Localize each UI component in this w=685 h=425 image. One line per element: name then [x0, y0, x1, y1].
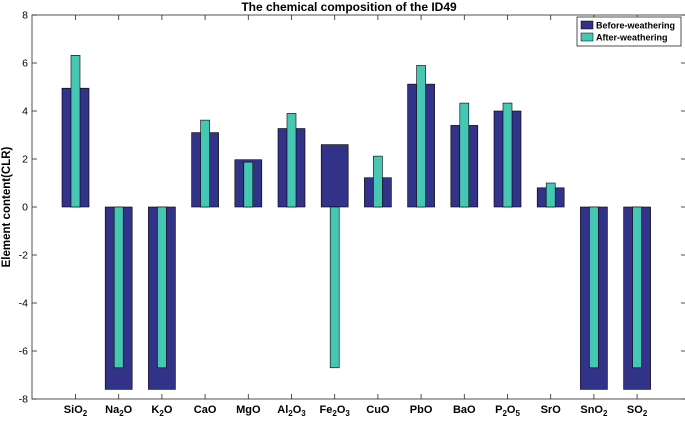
- x-tick-label: CaO: [194, 404, 217, 416]
- legend-label-before-weathering: Before-weathering: [596, 21, 675, 31]
- y-tick-label: -8: [19, 394, 28, 406]
- legend-swatch-after-weathering: [580, 32, 594, 42]
- legend-swatch-before-weathering: [580, 20, 594, 30]
- bar-after-weathering-12: [589, 206, 599, 369]
- bar-after-weathering-11: [545, 182, 556, 208]
- x-tick-label: Na2O: [105, 404, 133, 418]
- x-tick-label: P2O5: [495, 404, 520, 418]
- x-tick-label: SnO2: [580, 404, 608, 418]
- y-tick-label: -4: [19, 298, 28, 310]
- legend: Before-weathering After-weathering: [576, 16, 682, 47]
- bar-after-weathering-3: [200, 119, 210, 208]
- x-tick-label: SO2: [627, 404, 648, 418]
- x-tick-label: K2O: [151, 404, 172, 418]
- y-tick-label: 0: [22, 202, 28, 214]
- chart-title: The chemical composition of the ID49: [241, 0, 457, 14]
- bar-after-weathering-2: [157, 206, 167, 369]
- x-tick-label: BaO: [453, 404, 476, 416]
- axis-layer: -8 -6 -4 -2 0 2 4 6 8 SiO2 Na2O K2O CaO MgO Al2O3 Fe2O3…: [19, 10, 685, 418]
- x-tick-label: CuO: [366, 404, 390, 416]
- y-tick-label: 6: [22, 58, 28, 70]
- x-tick-label: Fe2O3: [320, 404, 351, 418]
- x-tick-label: SrO: [541, 404, 562, 416]
- bar-after-weathering-4: [243, 161, 254, 208]
- x-tick-label: PbO: [410, 404, 433, 416]
- bar-after-weathering-13: [632, 206, 642, 369]
- y-axis-label: Element content(CLR): [1, 146, 13, 267]
- bar-after-weathering-9: [459, 102, 470, 208]
- bar-after-weathering-0: [70, 55, 81, 208]
- x-tick-label: SiO2: [64, 404, 88, 418]
- x-tick-label: MgO: [236, 404, 261, 416]
- x-tick-label: Al2O3: [277, 404, 306, 418]
- bars-layer: [61, 55, 651, 390]
- bar-after-weathering-8: [416, 65, 426, 208]
- bar-after-weathering-5: [286, 113, 297, 208]
- y-tick-label: -6: [19, 346, 28, 358]
- bar-before-weathering-6: [320, 144, 349, 208]
- y-tick-label: 2: [22, 154, 28, 166]
- legend-box: [576, 16, 682, 47]
- y-tick-label: 4: [22, 106, 28, 118]
- y-tick-label: 8: [22, 10, 28, 22]
- y-tick-label: -2: [19, 250, 28, 262]
- legend-label-after-weathering: After-weathering: [596, 33, 668, 43]
- bar-after-weathering-7: [373, 155, 383, 208]
- bar-after-weathering-1: [113, 206, 124, 369]
- bar-after-weathering-10: [502, 102, 513, 208]
- bar-after-weathering-6: [329, 206, 340, 369]
